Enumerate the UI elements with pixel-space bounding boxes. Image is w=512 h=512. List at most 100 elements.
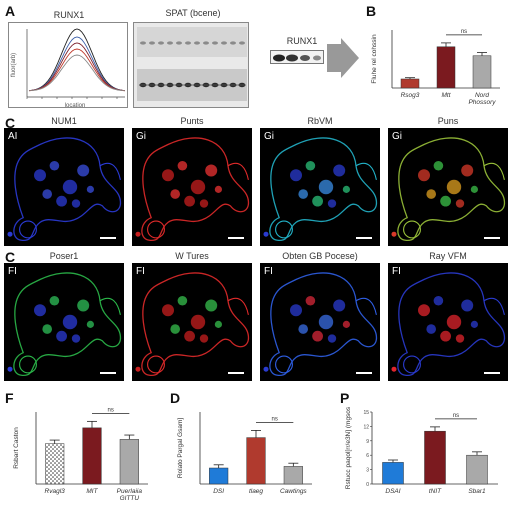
profile-curve xyxy=(28,36,126,92)
cell-loop xyxy=(275,355,293,374)
cell-spot xyxy=(470,320,478,328)
cell-loop xyxy=(19,220,37,239)
cell-spot xyxy=(461,299,474,312)
cell-spot xyxy=(214,185,222,193)
category-label: tNIT xyxy=(429,488,442,495)
scale-bar xyxy=(228,372,244,374)
cell-spot xyxy=(312,195,323,207)
cell-spot xyxy=(71,334,81,343)
cell-spot xyxy=(199,334,209,343)
cell-spot xyxy=(199,199,209,208)
cell-spot xyxy=(290,169,302,182)
cell-spot xyxy=(177,160,188,171)
y-axis-label: Fluhe rel cohssin xyxy=(371,34,378,84)
micro-tag: FI xyxy=(8,266,17,277)
micrograph: AI xyxy=(4,128,124,246)
blot-band xyxy=(158,41,164,45)
cell-spot xyxy=(77,164,90,177)
chart-d: DSI tlaeg Cawtings ns Rolato Pargal Gsam] xyxy=(177,412,312,495)
panel-label-c2: C xyxy=(5,249,16,265)
profile-curve xyxy=(28,28,126,92)
micro-title: RbVM xyxy=(307,116,333,126)
cell-spot xyxy=(305,295,316,306)
category-label: DSI xyxy=(213,488,224,495)
scale-bar xyxy=(484,237,500,239)
y-axis-label: Rolato Pargal Gsam] xyxy=(177,418,184,479)
micro-tag: Gi xyxy=(392,131,402,142)
tick-label: 6 xyxy=(366,453,369,459)
cell-spot xyxy=(170,324,180,334)
cell-spot xyxy=(162,169,174,182)
bar xyxy=(424,430,446,485)
cell-spot xyxy=(455,199,465,208)
cell-outline xyxy=(397,272,506,376)
profile-curve xyxy=(28,48,126,92)
bar xyxy=(400,78,420,89)
line-profile-title: RUNX1 xyxy=(53,10,85,20)
cell-outline xyxy=(269,272,378,376)
bar xyxy=(382,462,404,485)
cell-spot xyxy=(7,366,13,372)
cell-process xyxy=(99,297,121,316)
cell-outline xyxy=(13,272,122,376)
cell-spot xyxy=(135,231,141,237)
line-profile-box: RUNX1 fluor(arb) location xyxy=(8,10,128,109)
tick-label: 9 xyxy=(366,439,369,445)
blot-band xyxy=(221,41,227,45)
cell-spot xyxy=(461,164,474,177)
blot-band xyxy=(176,41,182,45)
cell-spot xyxy=(327,334,337,343)
category-label: Rsog3 xyxy=(401,92,420,99)
arrow-icon xyxy=(327,38,359,78)
cell-loop xyxy=(147,355,165,374)
micro-title: W Tures xyxy=(175,251,209,261)
blot-band xyxy=(230,41,236,45)
cell-spot xyxy=(433,295,444,306)
bar xyxy=(466,454,488,485)
blot-band xyxy=(149,41,155,45)
cell-process xyxy=(355,162,377,181)
blot-band xyxy=(239,41,245,45)
cell-spot xyxy=(446,314,462,330)
bar xyxy=(45,443,65,485)
micro-title: Ray VFM xyxy=(429,251,467,261)
tick-label: 15 xyxy=(363,410,369,416)
cell-spot xyxy=(86,185,94,193)
scale-bar xyxy=(356,372,372,374)
cell-spot xyxy=(190,314,206,330)
cell-spot xyxy=(333,299,346,312)
cell-spot xyxy=(49,160,60,171)
cell-spot xyxy=(56,195,67,207)
micrograph: FI xyxy=(388,263,508,381)
cell-spot xyxy=(263,231,269,237)
cell-spot xyxy=(433,160,444,171)
category-label: DSAI xyxy=(385,488,400,495)
bar xyxy=(209,467,229,485)
cell-process xyxy=(227,162,249,181)
scale-bar xyxy=(356,237,372,239)
sig-label: ns xyxy=(453,413,459,419)
micro-tag: AI xyxy=(8,131,18,142)
profile-curve xyxy=(28,54,126,92)
micro-title: Obten GB Pocese) xyxy=(282,251,358,261)
category-label: Sbar1 xyxy=(468,488,486,495)
cell-spot xyxy=(440,330,451,342)
cell-spot xyxy=(170,189,180,199)
cell-loop xyxy=(403,355,421,374)
panel-label-b: B xyxy=(366,3,377,19)
blot-panel xyxy=(133,22,249,108)
cell-loop xyxy=(403,220,421,239)
cell-spot xyxy=(184,195,195,207)
category-label: MIT xyxy=(86,488,98,495)
cell-outline xyxy=(269,137,378,241)
cell-spot xyxy=(391,366,397,372)
category-label: Mtt xyxy=(441,92,451,99)
category-label: tlaeg xyxy=(249,488,263,495)
cell-spot xyxy=(305,160,316,171)
bar xyxy=(246,437,266,485)
line-profile-ylabel: fluor(arb) xyxy=(11,53,17,77)
blot-band xyxy=(203,41,209,45)
cell-process xyxy=(483,162,505,181)
cell-spot xyxy=(162,304,174,317)
cell-spot xyxy=(455,334,465,343)
